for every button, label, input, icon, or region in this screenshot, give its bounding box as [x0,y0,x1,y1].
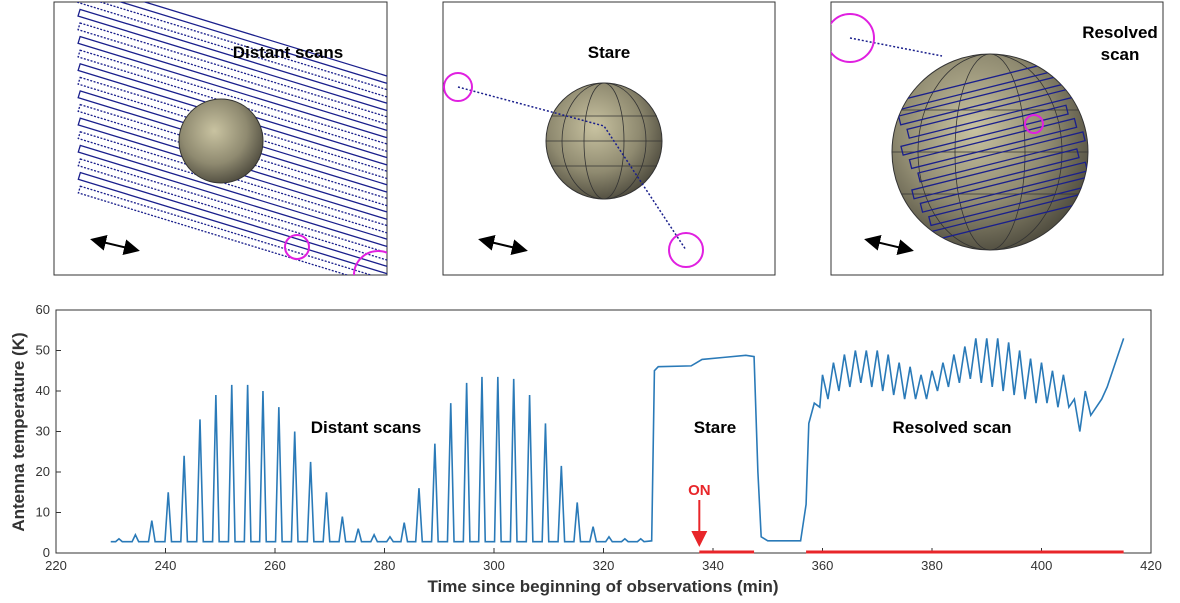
annotation: Distant scans [311,418,422,437]
scan-loop [77,185,387,275]
chart: Time since beginning of observations (mi… [9,302,1162,596]
y-tick-label: 30 [36,424,50,439]
direction-arrow [478,234,528,256]
sphere [178,98,264,184]
scan-loop [77,22,387,130]
beam [284,234,310,260]
scan-loop [900,104,1069,156]
x-tick-label: 400 [1031,558,1053,573]
beam [353,250,387,275]
scan-loop [911,148,1080,200]
x-tick-label: 240 [155,558,177,573]
scan-loop [928,174,1088,227]
scan-loop [908,117,1078,170]
scan-loop [77,171,387,275]
panel-title: Stare [588,43,631,62]
line [110,338,1125,543]
scan-loop [77,130,387,239]
scan-loop [919,161,1088,213]
scan-loop [77,2,387,90]
panel-resolved: Resolved scan [830,1,1164,276]
y-tick-label: 60 [36,302,50,317]
panel-title: Distant scans [233,43,344,62]
x-axis-label: Time since beginning of observations (mi… [427,577,778,596]
panel-title: scan [1101,45,1140,64]
scan-loop [77,49,387,158]
direction-arrow [90,234,140,256]
panel-stare: Stare [442,1,776,276]
x-tick-label: 420 [1140,558,1162,573]
x-tick-label: 360 [812,558,834,573]
x-tick-label: 260 [264,558,286,573]
y-tick-label: 40 [36,383,50,398]
beam [668,232,704,268]
beam [831,13,875,63]
y-tick-label: 50 [36,343,50,358]
y-tick-label: 20 [36,464,50,479]
plot-area [55,309,1152,554]
y-tick-label: 10 [36,505,50,520]
scan-loop [77,2,387,103]
x-tick-label: 340 [702,558,724,573]
beam [443,72,473,102]
x-tick-label: 380 [921,558,943,573]
y-axis-label: Antenna temperature (K) [9,332,28,531]
direction-arrow [864,234,914,256]
panel-distant: Distant scans [53,1,388,276]
scan-loop [77,144,387,253]
scan-loop [77,8,387,117]
annotation: Stare [694,418,737,437]
x-tick-label: 300 [483,558,505,573]
x-tick-label: 320 [593,558,615,573]
panel-title: Resolved [1082,23,1158,42]
annotation: Resolved scan [892,418,1011,437]
beam [1024,114,1044,134]
scan-loop [917,131,1086,183]
y-tick-label: 0 [43,545,50,560]
on-label: ON [688,482,711,499]
x-tick-label: 280 [374,558,396,573]
scan-loop [77,35,387,144]
x-tick-label: 220 [45,558,67,573]
scan-loop [77,158,387,266]
